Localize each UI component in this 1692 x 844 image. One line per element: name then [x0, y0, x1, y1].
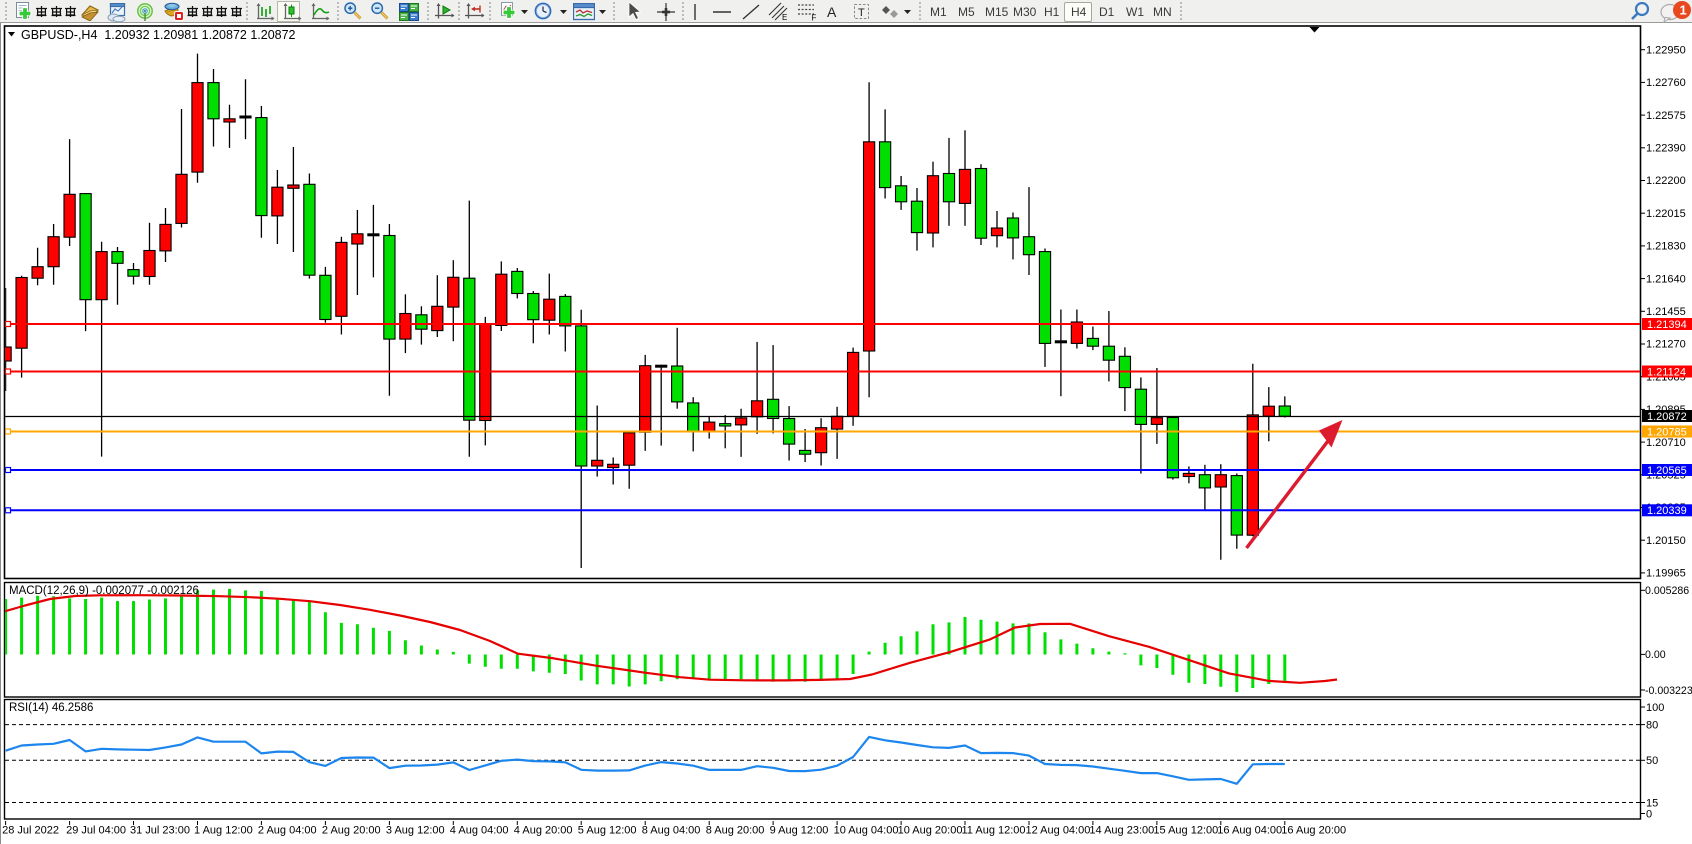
svg-text:1.22575: 1.22575	[1646, 110, 1686, 122]
svg-text:1.21394: 1.21394	[1647, 319, 1687, 331]
svg-text:1.20150: 1.20150	[1646, 535, 1686, 547]
svg-text:16 Aug 04:00: 16 Aug 04:00	[1217, 825, 1282, 837]
svg-text:1.22950: 1.22950	[1646, 44, 1686, 56]
svg-text:50: 50	[1646, 755, 1658, 767]
svg-text:0.005286: 0.005286	[1645, 585, 1689, 597]
svg-text:2 Aug 04:00: 2 Aug 04:00	[258, 825, 317, 837]
svg-text:0.00: 0.00	[1645, 649, 1666, 661]
svg-text:29 Jul 04:00: 29 Jul 04:00	[66, 825, 126, 837]
svg-text:F: F	[812, 14, 817, 23]
svg-text:8 Aug 04:00: 8 Aug 04:00	[642, 825, 701, 837]
svg-text:1.22390: 1.22390	[1646, 143, 1686, 155]
svg-text:12 Aug 04:00: 12 Aug 04:00	[1026, 825, 1091, 837]
svg-text:1.21270: 1.21270	[1646, 339, 1686, 351]
svg-text:1.20565: 1.20565	[1647, 465, 1687, 477]
svg-text:1.20785: 1.20785	[1647, 426, 1687, 438]
svg-text:3 Aug 12:00: 3 Aug 12:00	[386, 825, 445, 837]
svg-text:2 Aug 20:00: 2 Aug 20:00	[322, 825, 381, 837]
svg-text:100: 100	[1646, 702, 1664, 714]
svg-text:T: T	[858, 7, 865, 19]
svg-text:1: 1	[1680, 3, 1687, 18]
svg-text:1 Aug 12:00: 1 Aug 12:00	[194, 825, 253, 837]
svg-text:1.21830: 1.21830	[1646, 241, 1686, 253]
svg-text:15: 15	[1646, 797, 1658, 809]
svg-text:31 Jul 23:00: 31 Jul 23:00	[130, 825, 190, 837]
svg-text:80: 80	[1646, 719, 1658, 731]
svg-text:1.19965: 1.19965	[1646, 568, 1686, 580]
svg-text:1.22015: 1.22015	[1646, 208, 1686, 220]
svg-text:9 Aug 12:00: 9 Aug 12:00	[770, 825, 829, 837]
svg-text:GBPUSD-,H4 1.20932 1.20981 1.: GBPUSD-,H4 1.20932 1.20981 1.20872 1.208…	[21, 28, 296, 42]
svg-text:-0.003223: -0.003223	[1645, 685, 1692, 697]
svg-text:1.21124: 1.21124	[1647, 366, 1686, 378]
svg-text:1.21640: 1.21640	[1646, 273, 1686, 285]
svg-text:1.20710: 1.20710	[1646, 437, 1686, 449]
svg-text:4 Aug 20:00: 4 Aug 20:00	[514, 825, 573, 837]
svg-text:RSI(14) 46.2586: RSI(14) 46.2586	[9, 702, 93, 714]
svg-text:8 Aug 20:00: 8 Aug 20:00	[706, 825, 765, 837]
svg-text:1.22760: 1.22760	[1646, 77, 1686, 89]
svg-text:1.22200: 1.22200	[1646, 175, 1686, 187]
svg-text:E: E	[782, 13, 787, 22]
svg-text:11 Aug 12:00: 11 Aug 12:00	[962, 825, 1026, 837]
svg-text:1.20339: 1.20339	[1647, 505, 1687, 517]
svg-text:10 Aug 04:00: 10 Aug 04:00	[834, 825, 899, 837]
svg-text:10 Aug 20:00: 10 Aug 20:00	[898, 825, 963, 837]
svg-text:15 Aug 12:00: 15 Aug 12:00	[1153, 825, 1218, 837]
svg-text:MACD(12,26,9) -0.002077 -0.002: MACD(12,26,9) -0.002077 -0.002126	[9, 585, 199, 597]
svg-text:1.21455: 1.21455	[1646, 306, 1686, 318]
svg-text:28 Jul 2022: 28 Jul 2022	[2, 825, 59, 837]
svg-text:1.20872: 1.20872	[1647, 411, 1687, 423]
svg-text:0: 0	[1646, 808, 1652, 820]
svg-text:14 Aug 23:00: 14 Aug 23:00	[1089, 825, 1154, 837]
svg-text:16 Aug 20:00: 16 Aug 20:00	[1281, 825, 1346, 837]
svg-text:5 Aug 12:00: 5 Aug 12:00	[578, 825, 637, 837]
svg-text:4 Aug 04:00: 4 Aug 04:00	[450, 825, 509, 837]
